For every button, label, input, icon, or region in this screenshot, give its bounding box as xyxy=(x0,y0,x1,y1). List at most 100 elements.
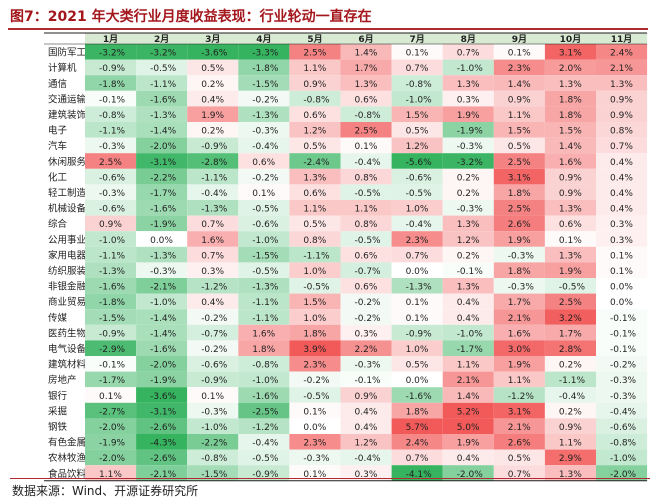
row-label: 电子 xyxy=(48,125,68,137)
cell-value: 1.4% xyxy=(457,392,480,402)
cell-value: 1.5% xyxy=(559,127,582,137)
cell-value: -0.2% xyxy=(610,361,637,371)
cell-value: -2.6% xyxy=(150,423,177,433)
heat-cell xyxy=(391,356,443,372)
heat-cell xyxy=(340,153,392,169)
cell-value: 0.7% xyxy=(201,220,224,230)
heat-cell xyxy=(136,340,188,356)
cell-value: -1.3% xyxy=(201,205,228,215)
heat-cell xyxy=(136,75,188,91)
cell-value: -0.3% xyxy=(355,361,382,371)
heat-cell xyxy=(596,106,648,122)
cell-value: 0.4% xyxy=(355,407,378,417)
cell-value: -2.2% xyxy=(150,173,177,183)
cell-value: -0.1% xyxy=(610,345,637,355)
row-label: 化工 xyxy=(48,171,68,183)
heat-cell xyxy=(493,246,545,263)
heat-cell xyxy=(391,278,443,294)
cell-value: -1.6% xyxy=(150,345,177,355)
heat-cell xyxy=(340,106,392,122)
heat-cell xyxy=(289,340,341,356)
cell-value: 1.3% xyxy=(457,220,480,230)
cell-value: -0.2% xyxy=(201,314,228,324)
heat-cell xyxy=(544,309,596,325)
cell-value: -0.4% xyxy=(252,439,279,449)
cell-value: 3.1% xyxy=(559,49,582,59)
heat-cell xyxy=(493,340,545,356)
heat-cell xyxy=(442,418,494,434)
heat-cell xyxy=(391,434,443,450)
heat-cell xyxy=(187,324,239,341)
cell-value: 0.1% xyxy=(406,49,429,59)
heat-cell xyxy=(85,122,137,138)
cell-value: -3.2% xyxy=(99,49,126,59)
cell-value: -0.3% xyxy=(457,142,484,152)
heat-cell xyxy=(596,449,648,466)
heat-cell xyxy=(85,293,137,310)
row-label: 公用事业 xyxy=(48,234,86,246)
cell-value: -1.9% xyxy=(150,220,177,230)
cell-value: -0.3% xyxy=(303,454,330,464)
cell-value: 1.1% xyxy=(508,376,531,386)
cell-value: 1.6% xyxy=(559,158,582,168)
cell-value: -0.2% xyxy=(201,345,228,355)
heat-cell xyxy=(136,418,188,434)
cell-value: 0.2% xyxy=(201,127,224,137)
heat-cell xyxy=(596,200,648,216)
cell-value: -1.0% xyxy=(457,329,484,339)
heat-cell xyxy=(442,59,494,76)
cell-value: -2.0% xyxy=(99,423,126,433)
cell-value: 1.1% xyxy=(559,439,582,449)
heat-cell xyxy=(493,215,545,232)
cell-value: -1.8% xyxy=(252,64,279,74)
cell-value: -0.5% xyxy=(252,205,279,215)
cell-value: -0.8% xyxy=(99,111,126,121)
cell-value: -3.2% xyxy=(457,158,484,168)
cell-value: -2.0% xyxy=(457,470,484,480)
heat-cell xyxy=(391,324,443,341)
cell-value: -0.1% xyxy=(99,95,126,105)
row-label: 电气设备 xyxy=(48,343,87,355)
cell-value: -0.5% xyxy=(150,64,177,74)
cell-value: 1.4% xyxy=(355,49,378,59)
heat-cell xyxy=(596,262,648,278)
heat-cell xyxy=(442,387,494,403)
cell-value: -1.6% xyxy=(150,95,177,105)
heat-cell xyxy=(340,122,392,138)
heat-cell xyxy=(493,44,545,60)
heat-cell xyxy=(136,90,188,107)
cell-value: 0.9% xyxy=(610,95,633,105)
cell-value: 1.3% xyxy=(457,283,480,293)
heat-cell xyxy=(187,106,239,122)
cell-value: -0.4% xyxy=(201,189,228,199)
cell-value: 1.5% xyxy=(508,127,531,137)
cell-value: 2.5% xyxy=(303,49,326,59)
heat-cell xyxy=(136,106,188,122)
cell-value: 5.0% xyxy=(457,423,480,433)
heat-cell xyxy=(136,356,188,372)
cell-value: -1.9% xyxy=(99,439,126,449)
cell-value: 0.2% xyxy=(457,189,480,199)
cell-value: 0.9% xyxy=(508,95,531,105)
cell-value: 0.7% xyxy=(610,142,633,152)
cell-value: 1.7% xyxy=(355,64,378,74)
cell-value: -1.0% xyxy=(99,236,126,246)
cell-value: 0.9% xyxy=(303,80,326,90)
cell-value: 0.2% xyxy=(201,80,224,90)
cell-value: -1.5% xyxy=(201,470,228,480)
heat-cell xyxy=(596,356,648,372)
heat-cell xyxy=(493,434,545,450)
heat-cell xyxy=(596,137,648,154)
column-header-band xyxy=(85,33,648,44)
row-label: 房地产 xyxy=(48,374,77,386)
cell-value: 1.9% xyxy=(508,361,531,371)
heat-cell xyxy=(596,324,648,341)
cell-value: 1.1% xyxy=(457,361,480,371)
cell-value: -0.4% xyxy=(559,392,586,402)
heat-cell xyxy=(85,465,137,481)
heat-cell xyxy=(493,168,545,185)
heat-cell xyxy=(238,215,290,232)
cell-value: -3.2% xyxy=(150,49,177,59)
cell-value: 0.6% xyxy=(252,158,275,168)
heat-cell xyxy=(442,278,494,294)
